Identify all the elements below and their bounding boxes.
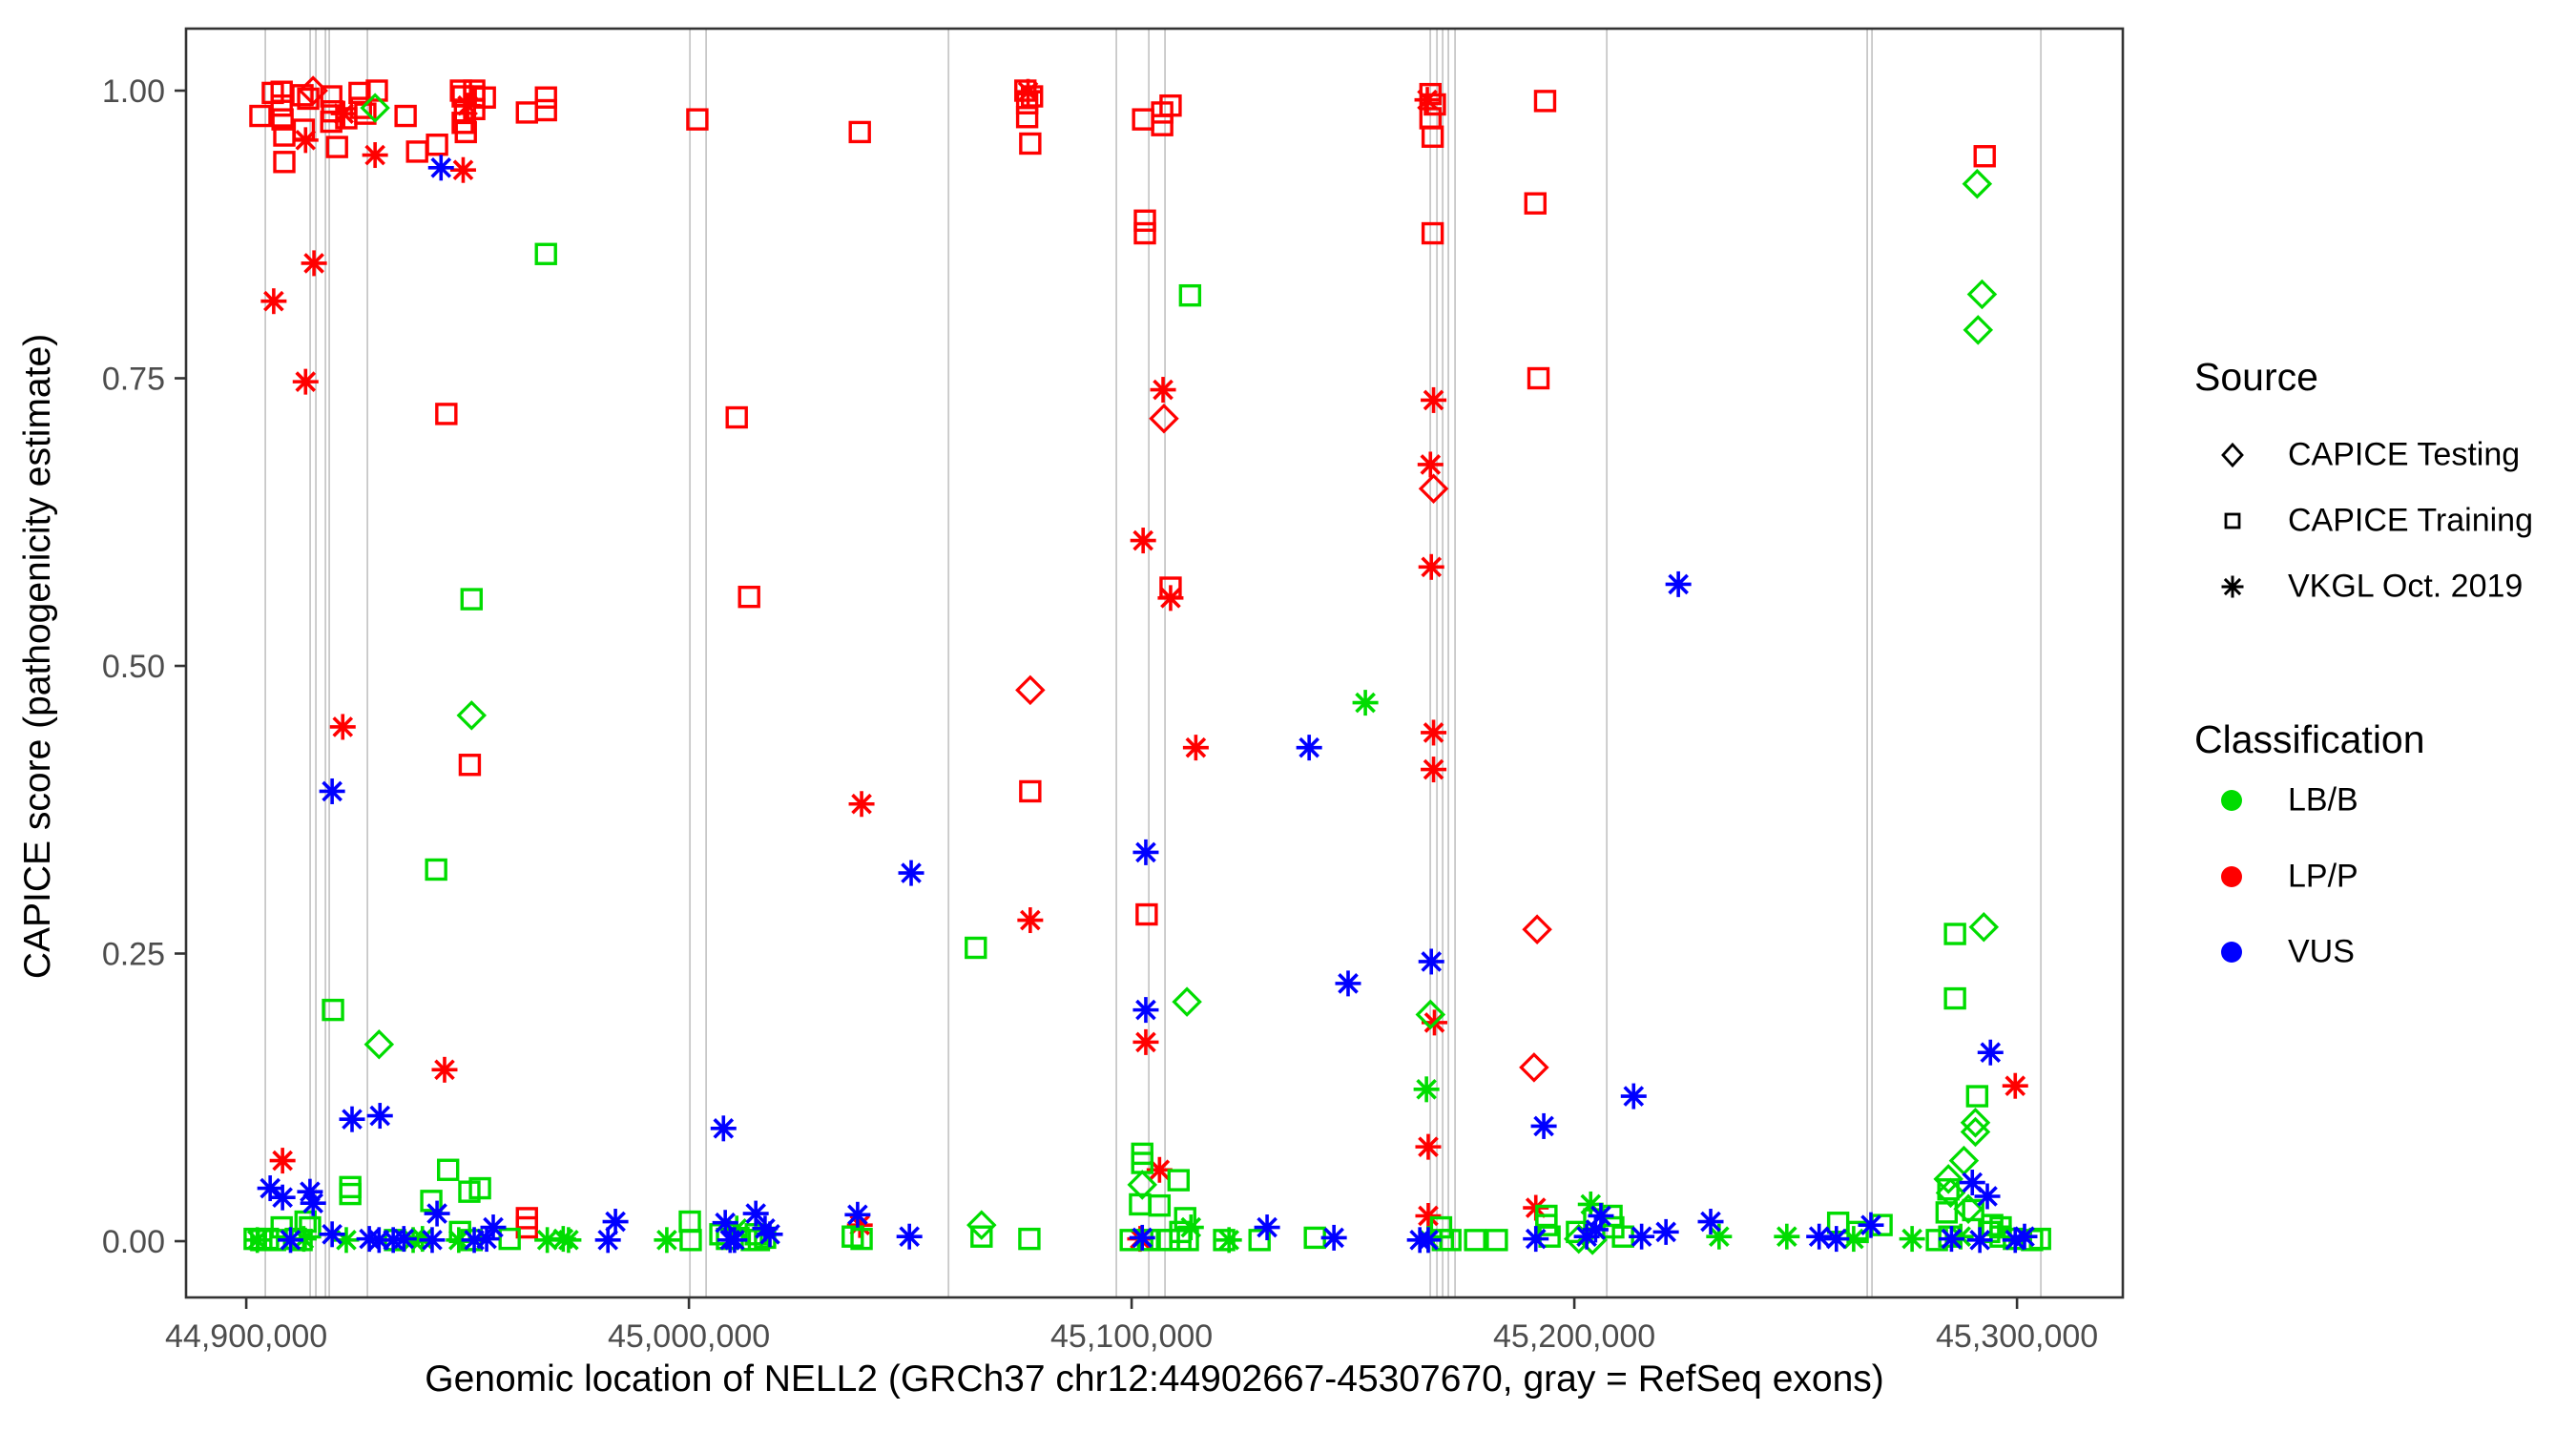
lbb-color-dot xyxy=(2221,790,2242,811)
square-icon xyxy=(2224,512,2241,529)
x-tick-label: 45,200,000 xyxy=(1493,1318,1655,1355)
y-axis-title: CAPICE score (pathogenicity estimate) xyxy=(17,333,58,980)
axes: 44,900,000 45,000,000 45,100,000 45,200,000… xyxy=(102,73,2098,1355)
asterisk-icon xyxy=(2221,575,2244,598)
legend-item-label: CAPICE Testing xyxy=(2288,436,2521,473)
legend-item-label: LP/P xyxy=(2288,858,2358,895)
y-tick-label: 0.00 xyxy=(102,1224,165,1260)
x-tick-label: 45,000,000 xyxy=(608,1318,770,1355)
legend-item-label: VKGL Oct. 2019 xyxy=(2288,568,2524,605)
y-tick-label: 0.25 xyxy=(102,937,165,973)
y-tick-label: 0.50 xyxy=(102,649,165,685)
x-axis-title: Genomic location of NELL2 (GRCh37 chr12:… xyxy=(425,1358,1884,1400)
legend-classification-title: Classification xyxy=(2194,717,2425,761)
panel-border xyxy=(184,27,2125,1299)
vus-color-dot xyxy=(2221,942,2242,963)
legend-item-label: LB/B xyxy=(2288,781,2358,819)
legend: Source CAPICE Testing CAPICE Training VK… xyxy=(2194,0,2566,1431)
legend-source-title: Source xyxy=(2194,355,2318,399)
x-tick-label: 45,300,000 xyxy=(1936,1318,2098,1355)
legend-item-label: VUS xyxy=(2288,933,2355,970)
diamond-icon xyxy=(2221,442,2244,468)
legend-item-label: CAPICE Training xyxy=(2288,502,2533,539)
x-tick-label: 44,900,000 xyxy=(165,1318,327,1355)
y-tick-label: 1.00 xyxy=(102,73,165,110)
data-points xyxy=(243,75,2051,1255)
lpp-color-dot xyxy=(2221,866,2242,887)
y-tick-label: 0.75 xyxy=(102,362,165,398)
x-tick-label: 45,100,000 xyxy=(1050,1318,1213,1355)
